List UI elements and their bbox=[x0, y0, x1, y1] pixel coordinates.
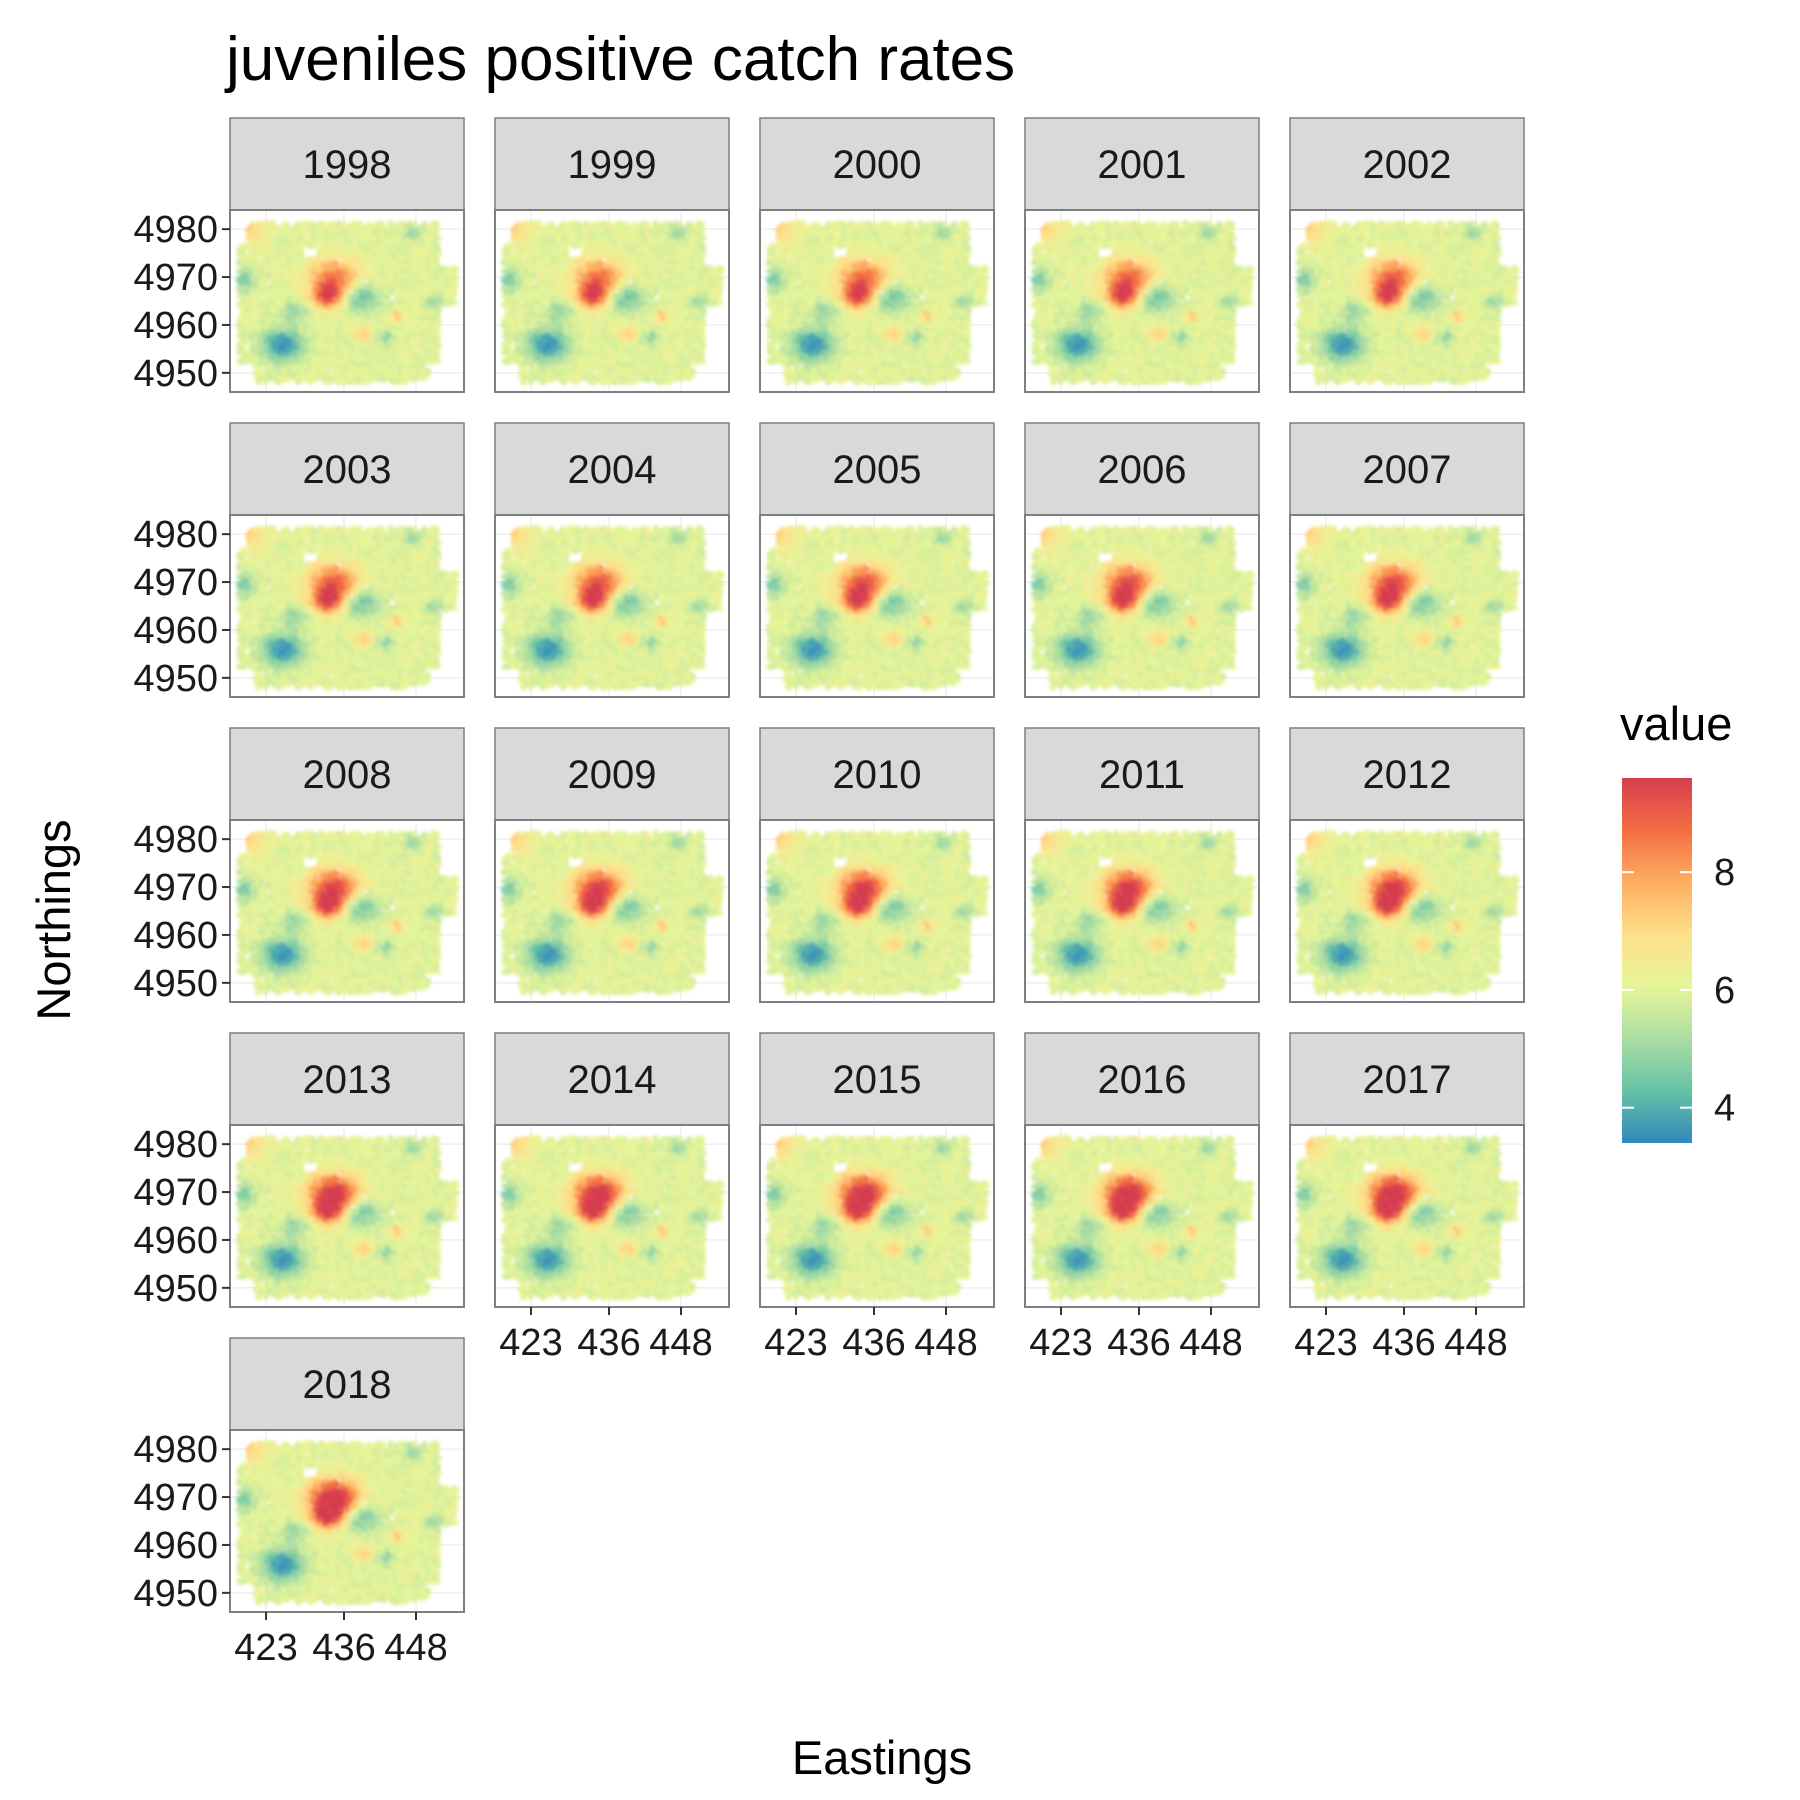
map-cell bbox=[549, 222, 556, 229]
map-cell bbox=[266, 292, 273, 299]
map-cell bbox=[244, 348, 251, 355]
y-tick-label: 4970 bbox=[133, 257, 218, 299]
map-cell bbox=[252, 260, 259, 267]
map-cell bbox=[366, 222, 373, 229]
map-cells bbox=[236, 220, 460, 386]
map-cell bbox=[424, 368, 431, 375]
map-cell bbox=[509, 348, 516, 355]
map-cell bbox=[451, 265, 458, 272]
map-cell bbox=[451, 299, 458, 306]
map-cell bbox=[535, 220, 542, 227]
facet-strip-label: 1999 bbox=[568, 143, 657, 187]
map-cell bbox=[357, 221, 364, 228]
map-cell bbox=[284, 222, 291, 229]
map-cells bbox=[501, 220, 725, 386]
map-cell bbox=[298, 252, 305, 259]
map-cell bbox=[531, 292, 538, 299]
facet-strip-label: 1998 bbox=[303, 143, 392, 187]
map-cell bbox=[517, 260, 524, 267]
map-cell bbox=[387, 220, 394, 227]
y-tick-label: 4950 bbox=[133, 353, 218, 395]
map-cell bbox=[411, 221, 418, 228]
map-cell bbox=[433, 221, 440, 228]
facet-panel-1998: 1998 4950 4960 4970 4980 bbox=[133, 118, 464, 395]
map-cell bbox=[522, 221, 529, 228]
chart-title: juveniles positive catch rates bbox=[224, 25, 1015, 94]
map-cell bbox=[311, 222, 318, 229]
map-cell bbox=[257, 221, 264, 228]
y-tick-label: 4980 bbox=[133, 209, 218, 251]
map-cell bbox=[270, 220, 277, 227]
facet-panel-1999: 1999 bbox=[495, 118, 729, 392]
y-tick-label: 4960 bbox=[133, 305, 218, 347]
map-cell bbox=[379, 221, 386, 228]
